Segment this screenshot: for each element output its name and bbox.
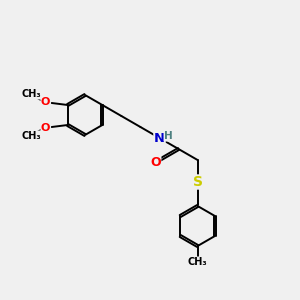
- Text: CH₃: CH₃: [22, 131, 41, 141]
- Text: S: S: [193, 175, 202, 189]
- Text: CH₃: CH₃: [22, 89, 41, 99]
- Text: CH₃: CH₃: [188, 257, 207, 267]
- Text: O: O: [41, 123, 50, 133]
- Text: O: O: [41, 97, 50, 107]
- Text: H: H: [164, 131, 173, 141]
- Text: O: O: [150, 157, 161, 169]
- Text: N: N: [154, 131, 165, 145]
